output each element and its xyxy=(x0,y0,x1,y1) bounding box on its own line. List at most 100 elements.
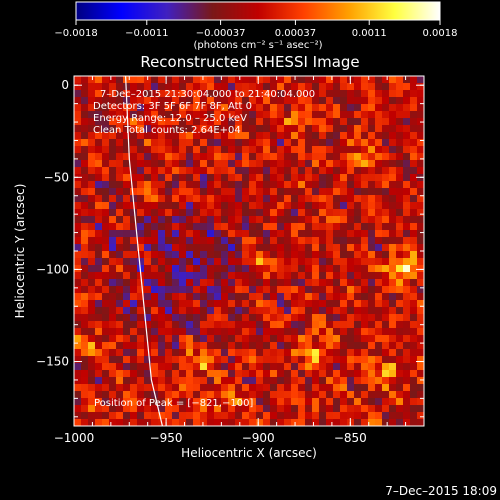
heatmap-cell xyxy=(221,426,228,433)
heatmap-cell xyxy=(270,83,278,91)
heatmap-cell xyxy=(179,363,187,371)
heatmap-cell xyxy=(109,405,117,413)
heatmap-cell xyxy=(277,97,285,105)
heatmap-cell xyxy=(130,377,138,385)
heatmap-cell xyxy=(340,251,348,259)
heatmap-cell xyxy=(130,146,138,154)
heatmap-cell xyxy=(242,363,250,371)
heatmap-cell xyxy=(333,181,341,189)
heatmap-cell xyxy=(417,76,424,84)
heatmap-cell xyxy=(158,293,166,301)
heatmap-cell xyxy=(396,118,404,126)
heatmap-cell xyxy=(116,90,124,98)
heatmap-cell xyxy=(81,83,89,91)
heatmap-cell xyxy=(200,419,208,426)
heatmap-cell xyxy=(172,181,180,189)
heatmap-cell xyxy=(319,384,327,392)
heatmap-cell xyxy=(186,265,194,273)
heatmap-cell xyxy=(298,216,306,224)
heatmap-cell xyxy=(88,202,96,210)
heatmap-cell xyxy=(116,104,124,112)
heatmap-cell xyxy=(403,209,411,217)
heatmap-cell xyxy=(424,426,431,433)
heatmap-cell xyxy=(165,342,173,350)
heatmap-cell xyxy=(116,258,124,266)
heatmap-cell xyxy=(186,111,194,119)
heatmap-cell xyxy=(298,356,306,364)
heatmap-cell xyxy=(277,342,285,350)
heatmap-cell xyxy=(249,132,257,140)
heatmap-cell xyxy=(228,335,236,343)
heatmap-cell xyxy=(81,349,89,357)
heatmap-cell xyxy=(361,132,369,140)
heatmap-cell xyxy=(277,83,285,91)
heatmap-cell xyxy=(179,174,187,182)
heatmap-cell xyxy=(102,230,110,238)
heatmap-cell xyxy=(284,307,292,315)
heatmap-cell xyxy=(319,419,327,426)
heatmap-cell xyxy=(109,300,117,308)
heatmap-cell xyxy=(116,349,124,357)
heatmap-cell xyxy=(144,104,152,112)
heatmap-cell xyxy=(319,76,327,84)
heatmap-cell xyxy=(270,419,278,426)
heatmap-cell xyxy=(179,342,187,350)
heatmap-cell xyxy=(270,167,278,175)
heatmap-cell xyxy=(270,174,278,182)
heatmap-cell xyxy=(116,244,124,252)
heatmap-cell xyxy=(165,335,173,343)
heatmap-cell xyxy=(382,307,390,315)
heatmap-cell xyxy=(228,286,236,294)
heatmap-cell xyxy=(326,167,334,175)
heatmap-cell xyxy=(109,160,117,168)
heatmap-cell xyxy=(396,209,404,217)
heatmap-cell xyxy=(130,349,138,357)
heatmap-cell xyxy=(130,314,138,322)
heatmap-cell xyxy=(389,370,397,378)
heatmap-cell xyxy=(319,370,327,378)
heatmap-cell xyxy=(389,181,397,189)
heatmap-cell xyxy=(179,412,187,420)
heatmap-cell xyxy=(102,97,110,105)
heatmap-cell xyxy=(158,237,166,245)
heatmap-cell xyxy=(123,405,131,413)
heatmap-cell xyxy=(249,258,257,266)
heatmap-cell xyxy=(361,328,369,336)
heatmap-cell xyxy=(200,391,208,399)
heatmap-cell xyxy=(151,307,159,315)
heatmap-cell xyxy=(221,83,229,91)
heatmap-cell xyxy=(291,342,299,350)
heatmap-cell xyxy=(137,111,145,119)
heatmap-cell xyxy=(368,398,376,406)
heatmap-cell xyxy=(249,90,257,98)
heatmap-cell xyxy=(340,272,348,280)
heatmap-cell xyxy=(277,286,285,294)
heatmap-cell xyxy=(382,76,390,84)
heatmap-cell xyxy=(137,370,145,378)
heatmap-cell xyxy=(319,195,327,203)
heatmap-cell xyxy=(158,76,166,84)
heatmap-cell xyxy=(200,377,208,385)
heatmap-cell xyxy=(298,153,306,161)
heatmap-cell xyxy=(228,237,236,245)
heatmap-cell xyxy=(431,104,438,111)
heatmap-cell xyxy=(81,216,89,224)
heatmap-cell xyxy=(74,349,82,357)
heatmap-cell xyxy=(74,97,82,105)
heatmap-cell xyxy=(207,384,215,392)
heatmap-cell xyxy=(221,209,229,217)
heatmap-cell xyxy=(298,335,306,343)
heatmap-cell xyxy=(284,188,292,196)
heatmap-cell xyxy=(102,146,110,154)
heatmap-cell xyxy=(88,335,96,343)
heatmap-cell xyxy=(333,384,341,392)
heatmap-cell xyxy=(228,328,236,336)
heatmap-cell xyxy=(74,230,82,238)
heatmap-cell xyxy=(179,125,187,133)
heatmap-cell xyxy=(249,223,257,231)
heatmap-cell xyxy=(116,139,124,147)
heatmap-cell xyxy=(109,97,117,105)
heatmap-cell xyxy=(277,244,285,252)
heatmap-cell xyxy=(340,265,348,273)
